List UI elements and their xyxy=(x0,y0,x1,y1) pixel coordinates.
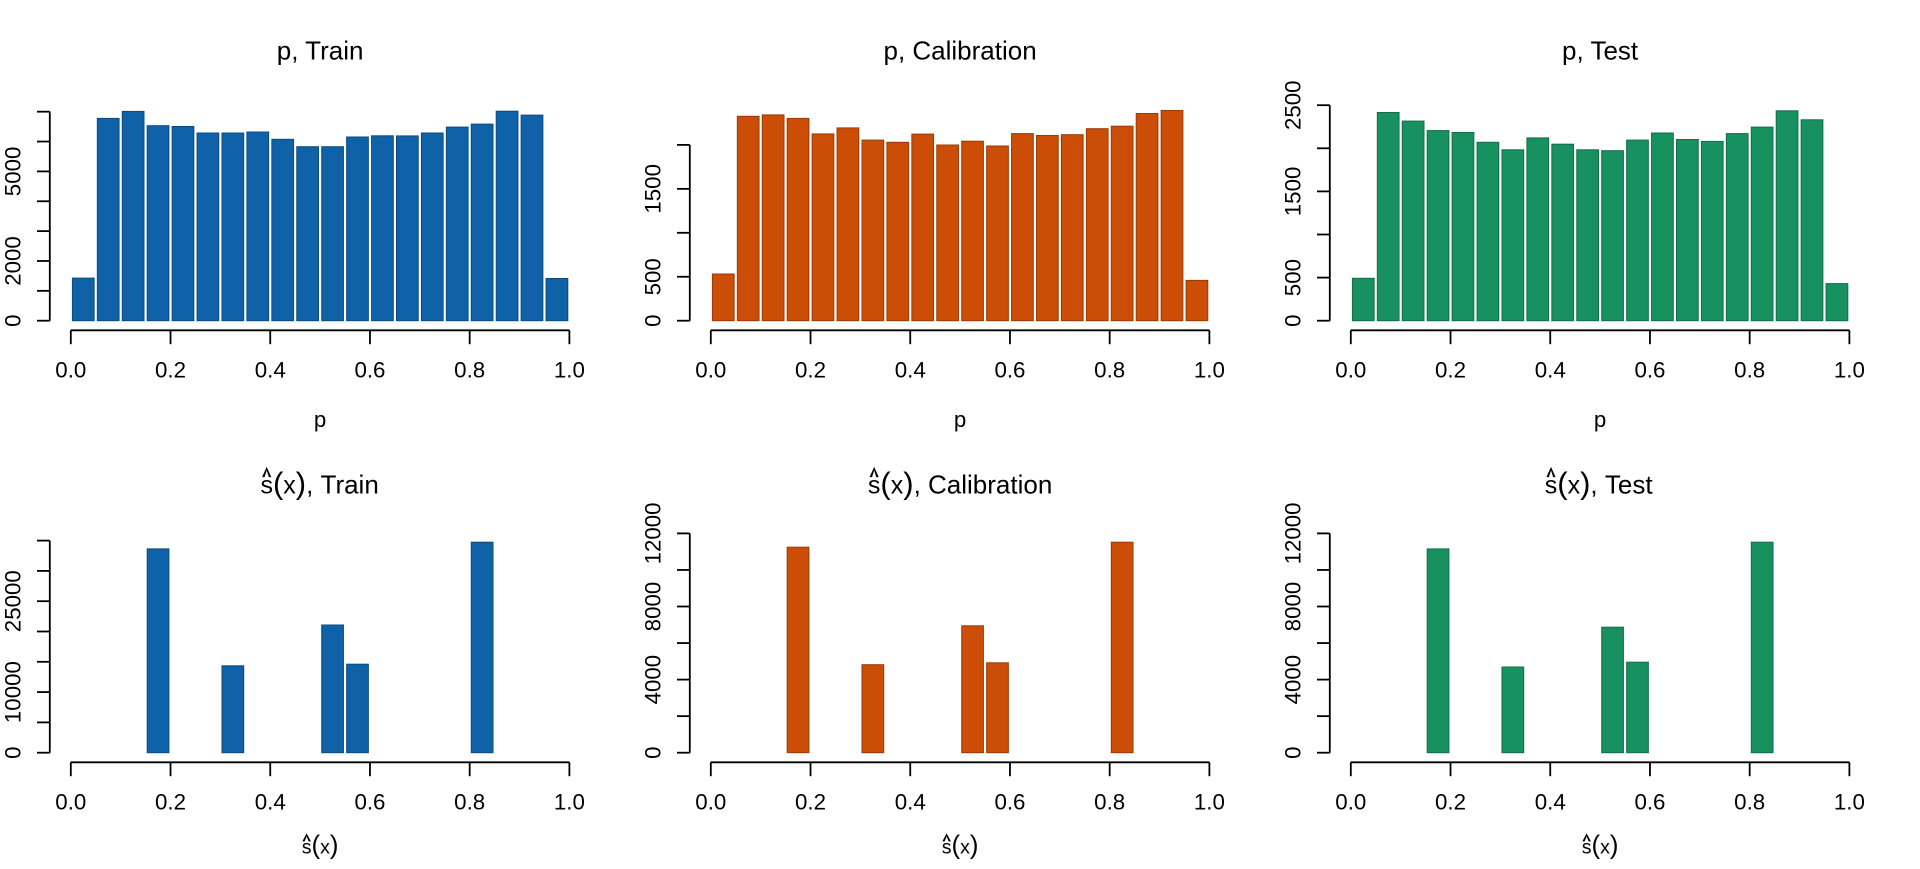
svg-text:12000: 12000 xyxy=(640,502,665,564)
svg-text:1.0: 1.0 xyxy=(554,358,585,383)
svg-text:(: ( xyxy=(880,465,891,500)
svg-text:x: x xyxy=(1600,836,1610,858)
svg-text:0: 0 xyxy=(640,314,665,326)
svg-text:1.0: 1.0 xyxy=(1834,358,1865,383)
svg-text:0.6: 0.6 xyxy=(1634,790,1665,815)
svg-text:(: ( xyxy=(952,831,961,859)
svg-text:0.0: 0.0 xyxy=(55,790,86,815)
svg-text:): ) xyxy=(903,465,913,500)
svg-text:0.2: 0.2 xyxy=(155,790,186,815)
svg-text:0.0: 0.0 xyxy=(1335,358,1366,383)
svg-text:, Test: , Test xyxy=(1590,469,1653,499)
svg-text:p, Calibration: p, Calibration xyxy=(883,35,1036,65)
svg-text:x: x xyxy=(960,836,970,858)
svg-text:12000: 12000 xyxy=(1280,502,1305,564)
svg-text:): ) xyxy=(1580,465,1590,500)
svg-text:): ) xyxy=(330,831,339,859)
svg-text:(: ( xyxy=(273,465,284,500)
svg-text:1.0: 1.0 xyxy=(554,790,585,815)
svg-text:0.2: 0.2 xyxy=(155,358,186,383)
svg-text:s: s xyxy=(1545,471,1558,499)
svg-text:s: s xyxy=(1582,836,1592,858)
svg-text:s: s xyxy=(260,471,273,499)
svg-text:0: 0 xyxy=(1280,746,1305,758)
svg-text:500: 500 xyxy=(1280,259,1305,296)
svg-text:0.6: 0.6 xyxy=(994,358,1025,383)
svg-text:): ) xyxy=(296,465,306,500)
svg-text:25000: 25000 xyxy=(0,570,25,632)
svg-text:0.6: 0.6 xyxy=(1634,358,1665,383)
svg-text:0.8: 0.8 xyxy=(1734,358,1765,383)
svg-text:x: x xyxy=(891,471,904,499)
svg-text:1.0: 1.0 xyxy=(1194,790,1225,815)
svg-text:2500: 2500 xyxy=(1280,80,1305,130)
svg-text:x: x xyxy=(283,471,296,499)
svg-text:10000: 10000 xyxy=(0,661,25,723)
svg-text:8000: 8000 xyxy=(640,582,665,632)
svg-text:1500: 1500 xyxy=(640,164,665,214)
svg-text:0.4: 0.4 xyxy=(255,358,286,383)
svg-text:): ) xyxy=(970,831,979,859)
svg-text:s: s xyxy=(868,471,881,499)
svg-text:0.2: 0.2 xyxy=(1435,790,1466,815)
svg-text:2000: 2000 xyxy=(0,236,25,286)
svg-text:0.8: 0.8 xyxy=(1094,358,1125,383)
svg-text:0.6: 0.6 xyxy=(354,358,385,383)
svg-text:0.8: 0.8 xyxy=(454,790,485,815)
svg-text:(: ( xyxy=(1592,831,1601,859)
svg-text:1.0: 1.0 xyxy=(1194,358,1225,383)
svg-text:0.0: 0.0 xyxy=(55,358,86,383)
svg-text:5000: 5000 xyxy=(0,147,25,197)
svg-text:p: p xyxy=(1594,407,1606,432)
svg-text:0.0: 0.0 xyxy=(1335,790,1366,815)
svg-text:500: 500 xyxy=(640,258,665,295)
svg-text:(: ( xyxy=(1557,465,1568,500)
svg-text:1.0: 1.0 xyxy=(1834,790,1865,815)
svg-text:0.0: 0.0 xyxy=(695,358,726,383)
svg-text:0.4: 0.4 xyxy=(1535,790,1566,815)
svg-text:4000: 4000 xyxy=(640,655,665,705)
svg-text:0.8: 0.8 xyxy=(1734,790,1765,815)
svg-text:0.4: 0.4 xyxy=(255,790,286,815)
svg-text:(: ( xyxy=(312,831,321,859)
svg-text:, Calibration: , Calibration xyxy=(914,469,1053,499)
svg-text:1500: 1500 xyxy=(1280,167,1305,217)
svg-text:0.2: 0.2 xyxy=(1435,358,1466,383)
svg-text:0.0: 0.0 xyxy=(695,790,726,815)
svg-text:): ) xyxy=(1610,831,1619,859)
svg-text:p: p xyxy=(314,407,326,432)
svg-text:0.4: 0.4 xyxy=(895,790,926,815)
svg-text:0.6: 0.6 xyxy=(354,790,385,815)
svg-text:s: s xyxy=(302,836,312,858)
svg-text:x: x xyxy=(1568,471,1581,499)
svg-text:s: s xyxy=(942,836,952,858)
svg-text:8000: 8000 xyxy=(1280,582,1305,632)
svg-text:0: 0 xyxy=(0,746,25,758)
svg-text:p: p xyxy=(954,407,966,432)
svg-text:0.6: 0.6 xyxy=(994,790,1025,815)
svg-text:p, Train: p, Train xyxy=(277,35,364,65)
svg-text:0: 0 xyxy=(1280,314,1305,326)
svg-text:0.4: 0.4 xyxy=(895,358,926,383)
svg-text:0.2: 0.2 xyxy=(795,358,826,383)
svg-text:0.4: 0.4 xyxy=(1535,358,1566,383)
svg-text:p, Test: p, Test xyxy=(1562,35,1639,65)
svg-text:0.8: 0.8 xyxy=(1094,790,1125,815)
svg-text:4000: 4000 xyxy=(1280,655,1305,705)
svg-text:0: 0 xyxy=(640,746,665,758)
svg-text:x: x xyxy=(320,836,330,858)
svg-text:0: 0 xyxy=(0,314,25,326)
svg-text:0.2: 0.2 xyxy=(795,790,826,815)
svg-text:0.8: 0.8 xyxy=(454,358,485,383)
svg-text:, Train: , Train xyxy=(306,469,379,499)
